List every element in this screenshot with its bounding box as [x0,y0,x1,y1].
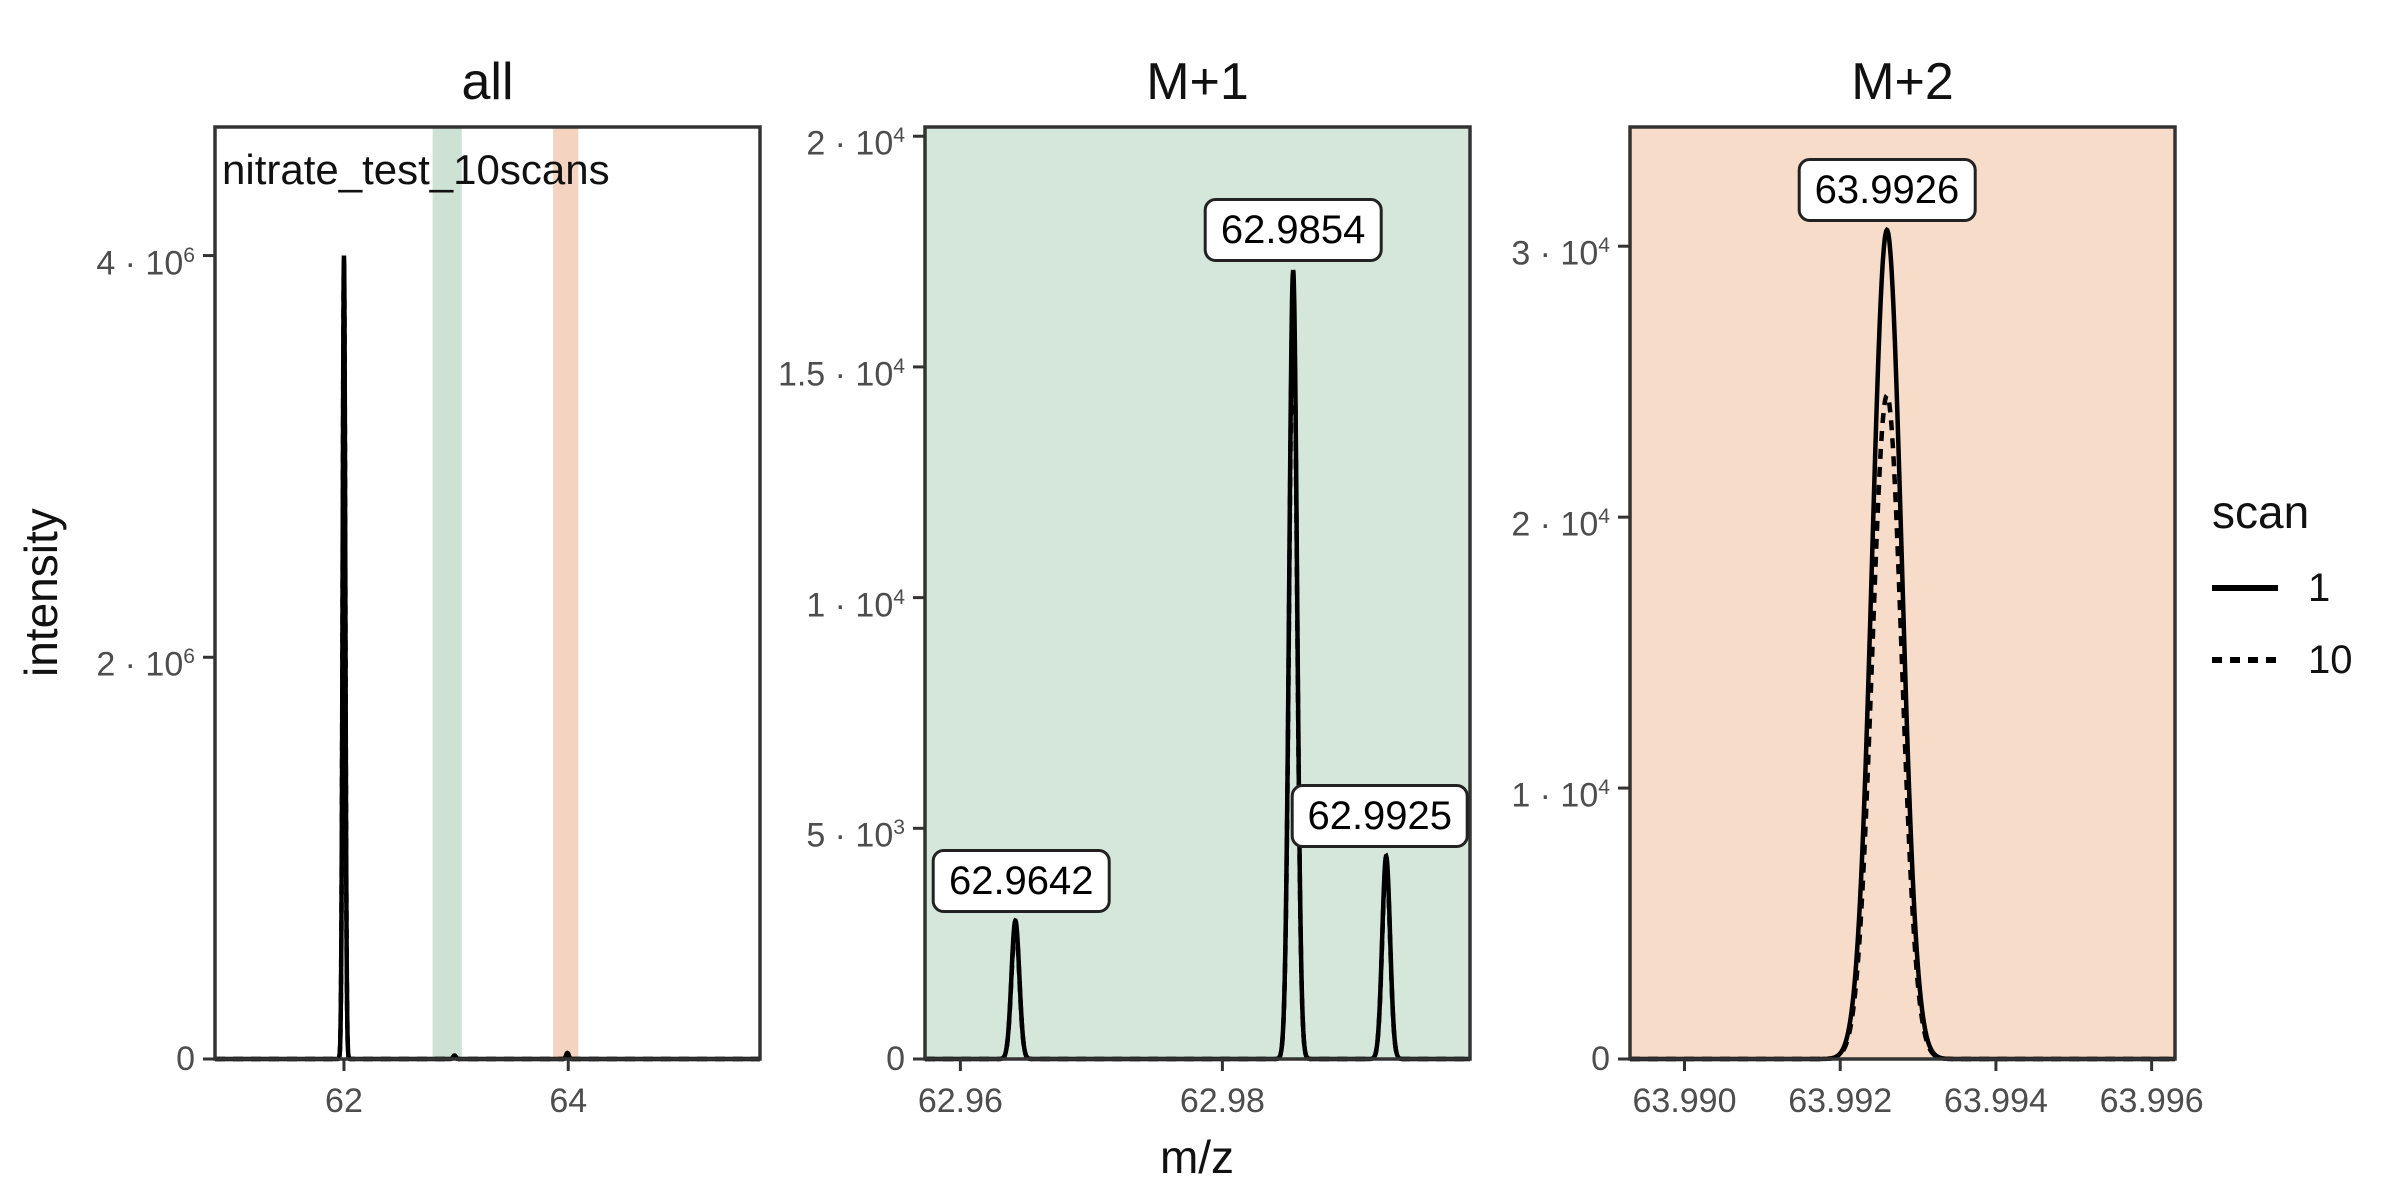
highlight-band [432,127,462,1059]
peak-label: 62.9854 [1203,198,1383,263]
peak-label: 62.9925 [1290,783,1470,848]
x-tick-label: 62.98 [1179,1082,1265,1120]
y-tick-label: 2 · 104 [1511,505,1610,544]
y-tick-label: 3 · 104 [1511,234,1610,273]
legend-item-label: 10 [2308,637,2353,682]
legend: scan 1 10 [2212,486,2397,682]
legend-title: scan [2212,486,2310,538]
x-tick-label: 62 [325,1082,363,1120]
peak-label: 62.9642 [931,848,1111,913]
panel-title: M+1 [1146,53,1249,111]
y-tick-label: 5 · 103 [806,816,905,855]
y-tick-label: 0 [176,1040,195,1078]
y-tick-label: 4 · 106 [96,243,195,282]
panel-background [215,127,760,1059]
x-tick-label: 63.990 [1632,1082,1737,1120]
panel-frame [1628,125,2177,1061]
y-tick-label: 1.5 · 104 [777,354,905,394]
x-tick-label: 64 [549,1082,588,1120]
panel-title: M+2 [1851,53,1954,111]
x-tick-label: 62.96 [917,1082,1003,1120]
panel-frame [213,125,762,1061]
highlight-band [553,127,579,1059]
dashed-line-icon [2212,657,2278,663]
panel-frame [923,125,1472,1061]
panel-title: all [461,53,514,111]
legend-item-label: 1 [2308,565,2331,610]
y-tick-label: 2 · 106 [96,645,195,684]
x-tick-label: 63.992 [1788,1082,1893,1120]
x-tick-label: 63.994 [1943,1082,2048,1120]
y-tick-label: 0 [1591,1040,1610,1078]
legend-item-scan-1: 1 [2212,566,2397,610]
y-tick-label: 2 · 104 [806,124,905,163]
y-tick-label: 1 · 104 [806,585,905,624]
peak-label: 63.9926 [1797,157,1977,222]
solid-line-icon [2212,585,2278,591]
x-tick-label: 63.996 [2099,1082,2204,1120]
y-tick-label: 0 [886,1040,905,1078]
legend-item-scan-10: 10 [2212,638,2397,682]
x-axis-title: m/z [1159,1131,1235,1183]
y-tick-label: 1 · 104 [1511,776,1610,815]
annotation-text: nitrate_test_10scans [222,146,610,193]
